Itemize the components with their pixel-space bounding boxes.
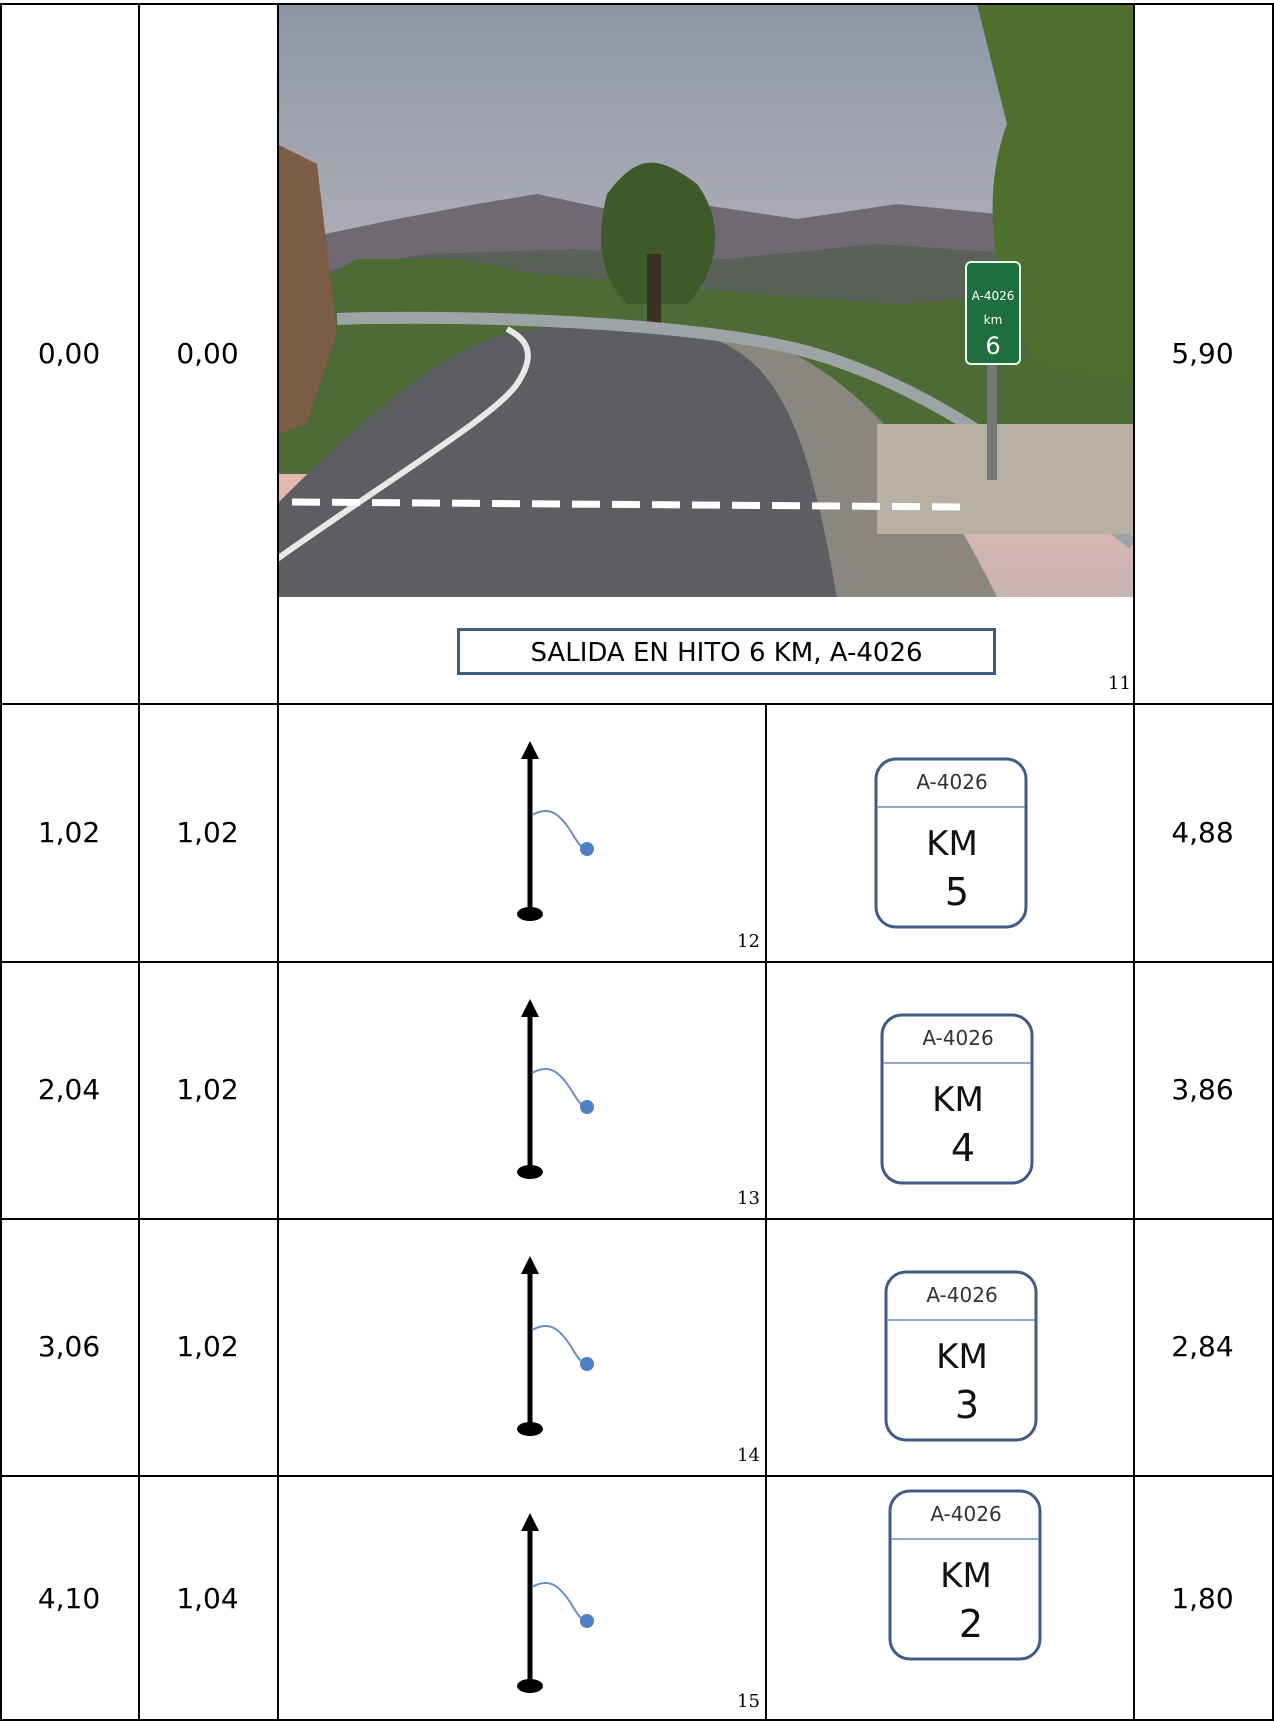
row-border bbox=[0, 1218, 1274, 1220]
sign-km: 2 bbox=[959, 1602, 983, 1646]
total-distance: 3,06 bbox=[37, 1330, 101, 1363]
caption-box: SALIDA EN HITO 6 KM, A-4026 bbox=[457, 628, 996, 675]
side-track bbox=[531, 1325, 588, 1365]
start-point bbox=[517, 1422, 543, 1436]
sign-km: 3 bbox=[955, 1383, 979, 1427]
direction-arrow bbox=[521, 999, 539, 1017]
note-number: 13 bbox=[737, 1188, 760, 1209]
road-photo: A-4026 km 6 bbox=[277, 4, 1133, 597]
side-track bbox=[531, 1582, 588, 1622]
col-border bbox=[1272, 3, 1274, 1721]
side-point bbox=[580, 1614, 594, 1628]
total-distance: 1,02 bbox=[37, 815, 101, 849]
sign-unit: KM bbox=[932, 1080, 984, 1120]
total-distance: 2,04 bbox=[37, 1073, 101, 1106]
km-sign: A-4026 KM 4 bbox=[880, 1013, 1034, 1185]
partial-distance: 1,02 bbox=[176, 815, 239, 849]
note-number: 15 bbox=[737, 1691, 760, 1712]
remaining-distance: 2,84 bbox=[1171, 1330, 1234, 1363]
tulip-diagram bbox=[517, 1513, 594, 1693]
partial-distance: 1,02 bbox=[176, 1330, 239, 1363]
sign-road: A-4026 bbox=[930, 1502, 1001, 1526]
col-border bbox=[765, 703, 767, 1721]
km-sign: A-4026 KM 2 bbox=[888, 1489, 1042, 1661]
side-track bbox=[531, 810, 588, 850]
partial-distance: 1,04 bbox=[176, 1581, 239, 1615]
side-point bbox=[580, 1357, 594, 1371]
remaining-distance: 3,86 bbox=[1171, 1073, 1234, 1106]
direction-arrow bbox=[521, 741, 539, 759]
col-border bbox=[0, 3, 2, 1721]
col-border bbox=[277, 3, 279, 1721]
photo-sign-km: 6 bbox=[985, 332, 1000, 360]
tulip-diagram bbox=[517, 1256, 594, 1436]
photo-sign-unit: km bbox=[984, 313, 1003, 327]
start-point bbox=[517, 1679, 543, 1693]
remaining-distance: 5,90 bbox=[1171, 336, 1234, 370]
row-border bbox=[0, 3, 1274, 5]
partial-distance: 0,00 bbox=[176, 336, 239, 370]
partial-distance: 1,02 bbox=[176, 1073, 239, 1106]
side-track bbox=[531, 1068, 588, 1108]
note-number: 11 bbox=[1108, 673, 1131, 694]
row-border bbox=[0, 1475, 1274, 1477]
tulip-diagram bbox=[517, 999, 594, 1179]
remaining-distance: 4,88 bbox=[1171, 815, 1234, 849]
sign-frame bbox=[874, 757, 1028, 929]
row-border bbox=[0, 703, 1274, 705]
start-point bbox=[517, 1165, 543, 1179]
sign-frame bbox=[880, 1013, 1034, 1185]
side-point bbox=[580, 1100, 594, 1114]
sign-road: A-4026 bbox=[922, 1026, 993, 1050]
sign-road: A-4026 bbox=[926, 1283, 997, 1307]
col-border bbox=[1133, 3, 1135, 1721]
direction-arrow bbox=[521, 1256, 539, 1274]
col-border bbox=[138, 3, 140, 1721]
total-distance: 0,00 bbox=[37, 336, 101, 370]
sign-frame bbox=[884, 1270, 1038, 1442]
row-border bbox=[0, 961, 1274, 963]
start-point bbox=[517, 907, 543, 921]
side-point bbox=[580, 842, 594, 856]
km-sign: A-4026 KM 3 bbox=[884, 1270, 1038, 1442]
direction-arrow bbox=[521, 1513, 539, 1531]
sign-unit: KM bbox=[936, 1337, 988, 1377]
remaining-distance: 1,80 bbox=[1171, 1581, 1234, 1615]
photo-sign-road: A-4026 bbox=[972, 289, 1015, 303]
sign-unit: KM bbox=[926, 824, 978, 864]
note-number: 12 bbox=[737, 931, 760, 952]
sign-unit: KM bbox=[940, 1556, 992, 1596]
km-sign: A-4026 KM 5 bbox=[874, 757, 1028, 929]
total-distance: 4,10 bbox=[37, 1581, 101, 1615]
sign-frame bbox=[888, 1489, 1042, 1661]
tulip-diagram bbox=[517, 741, 594, 921]
sign-road: A-4026 bbox=[916, 770, 987, 794]
row-border bbox=[0, 1719, 1274, 1721]
sign-km: 5 bbox=[945, 870, 969, 914]
sign-km: 4 bbox=[951, 1126, 975, 1170]
note-number: 14 bbox=[737, 1445, 760, 1466]
